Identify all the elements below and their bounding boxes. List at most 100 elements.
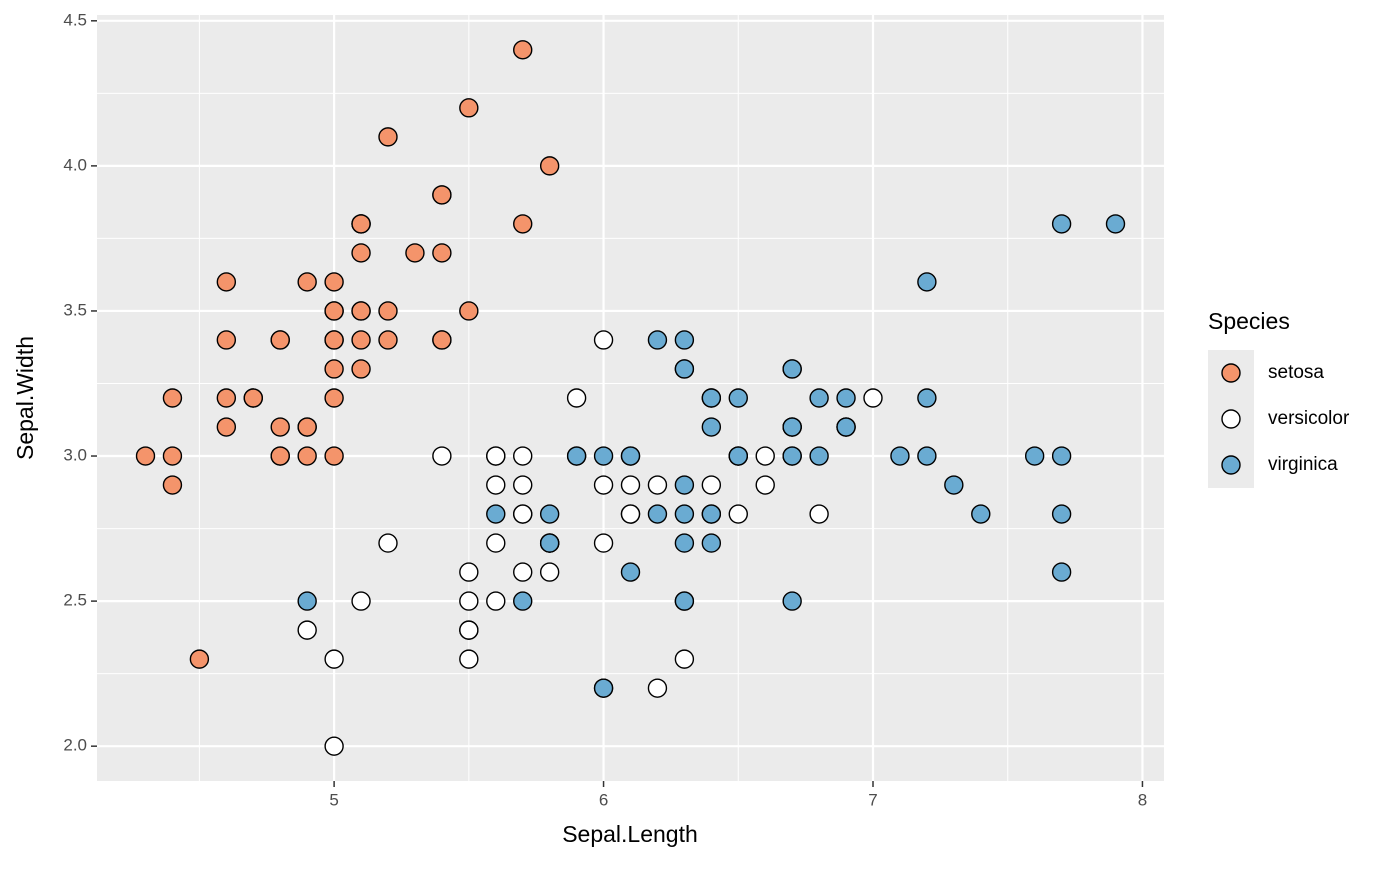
points bbox=[135, 40, 1126, 756]
legend-label: setosa bbox=[1268, 362, 1324, 383]
point bbox=[324, 330, 344, 350]
point bbox=[351, 591, 371, 611]
point bbox=[351, 359, 371, 379]
point bbox=[378, 330, 398, 350]
point bbox=[432, 185, 452, 205]
point bbox=[1024, 446, 1045, 466]
y-tick-label: 3.0 bbox=[63, 446, 87, 465]
point bbox=[162, 446, 183, 466]
point bbox=[809, 446, 829, 466]
point bbox=[701, 504, 722, 524]
point bbox=[647, 475, 668, 495]
point bbox=[1051, 562, 1072, 582]
point bbox=[297, 620, 317, 640]
point bbox=[917, 272, 937, 292]
legend-key bbox=[1221, 363, 1241, 383]
point bbox=[809, 388, 829, 408]
point bbox=[513, 504, 533, 524]
point bbox=[324, 272, 344, 292]
point bbox=[324, 359, 344, 379]
y-tick-label: 2.0 bbox=[63, 736, 87, 755]
point bbox=[324, 446, 344, 466]
point bbox=[674, 330, 695, 350]
point bbox=[944, 475, 964, 495]
point bbox=[486, 446, 506, 466]
point bbox=[486, 475, 506, 495]
point bbox=[674, 504, 695, 524]
point bbox=[539, 156, 560, 176]
x-tick-label: 8 bbox=[1138, 790, 1147, 809]
axes: 5 6 7 8 2.0 2.5 3.0 3.5 4.0 4.5 bbox=[63, 10, 1147, 809]
y-tick-label: 4.0 bbox=[63, 155, 87, 174]
x-tick-label: 7 bbox=[868, 790, 877, 809]
point bbox=[351, 330, 371, 350]
point bbox=[1051, 214, 1072, 234]
point bbox=[566, 388, 587, 408]
point bbox=[297, 591, 317, 611]
point bbox=[324, 649, 344, 669]
point bbox=[836, 417, 856, 437]
panel bbox=[97, 15, 1164, 781]
point bbox=[647, 330, 668, 350]
point bbox=[216, 388, 237, 408]
legend-title: Species bbox=[1208, 308, 1290, 334]
point bbox=[701, 533, 722, 553]
point bbox=[351, 214, 371, 234]
point bbox=[486, 591, 506, 611]
point bbox=[593, 446, 614, 466]
point bbox=[674, 359, 695, 379]
point bbox=[674, 591, 695, 611]
point bbox=[593, 678, 614, 698]
point bbox=[486, 533, 506, 553]
point bbox=[459, 301, 479, 321]
point bbox=[459, 591, 479, 611]
x-axis-title: Sepal.Length bbox=[562, 821, 698, 847]
point bbox=[917, 446, 937, 466]
point bbox=[620, 475, 641, 495]
point bbox=[971, 504, 991, 524]
point bbox=[513, 40, 533, 60]
point bbox=[297, 272, 317, 292]
point bbox=[566, 446, 587, 466]
point bbox=[351, 243, 371, 263]
x-tick-label: 6 bbox=[599, 790, 608, 809]
legend-label: versicolor bbox=[1268, 408, 1350, 429]
point bbox=[405, 243, 425, 263]
point bbox=[755, 446, 775, 466]
point bbox=[782, 446, 802, 466]
point bbox=[270, 446, 290, 466]
point bbox=[324, 736, 344, 756]
point bbox=[216, 417, 237, 437]
point bbox=[513, 446, 533, 466]
point bbox=[459, 620, 479, 640]
point bbox=[539, 504, 560, 524]
point bbox=[917, 388, 937, 408]
legend-key bbox=[1221, 455, 1241, 475]
point bbox=[216, 272, 237, 292]
point bbox=[378, 127, 398, 147]
x-tick-label: 5 bbox=[329, 790, 338, 809]
point bbox=[863, 388, 883, 408]
point bbox=[513, 475, 533, 495]
point bbox=[135, 446, 156, 466]
point bbox=[1051, 446, 1072, 466]
point bbox=[324, 301, 344, 321]
point bbox=[378, 533, 398, 553]
point bbox=[701, 388, 722, 408]
point bbox=[297, 417, 317, 437]
point bbox=[593, 533, 614, 553]
point bbox=[620, 446, 641, 466]
point bbox=[1105, 214, 1126, 234]
point bbox=[728, 388, 748, 408]
point bbox=[459, 98, 479, 118]
point bbox=[459, 562, 479, 582]
point bbox=[647, 678, 668, 698]
point bbox=[701, 417, 722, 437]
point bbox=[647, 504, 668, 524]
point bbox=[890, 446, 910, 466]
point bbox=[432, 446, 452, 466]
point bbox=[539, 562, 560, 582]
point bbox=[297, 446, 317, 466]
